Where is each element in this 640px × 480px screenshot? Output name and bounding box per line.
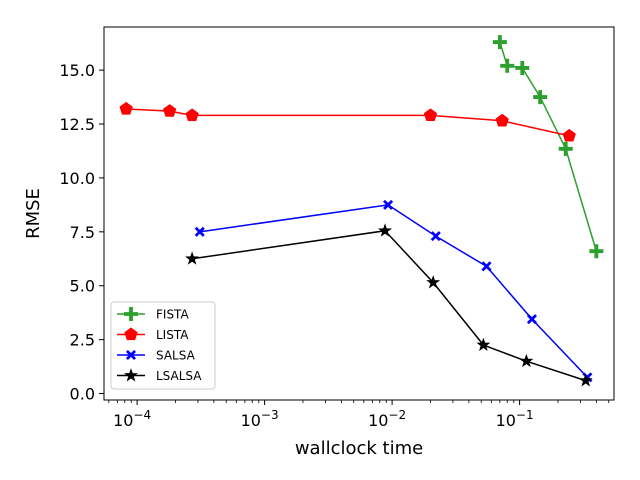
y-tick-label: 0.0 [70, 385, 95, 404]
data-point-lista [423, 108, 438, 122]
legend-marker-lista [124, 327, 138, 341]
data-point-salsa [430, 231, 441, 242]
data-point-lista [162, 104, 177, 117]
plot-frame [103, 26, 615, 401]
y-axis-label: RMSE [23, 188, 44, 239]
y-tick-label: 15.0 [59, 61, 95, 80]
legend-marker-lsalsa [124, 368, 138, 382]
series-salsa [194, 199, 593, 383]
data-point-fista [515, 60, 530, 75]
y-tick-label: 10.0 [59, 169, 95, 188]
y-tick-label: 2.5 [70, 331, 95, 350]
y-tick-label: 7.5 [70, 223, 95, 242]
x-tick-label: 10−3 [241, 408, 279, 430]
data-point-lista [185, 108, 199, 122]
x-tick-label: 10−4 [113, 408, 151, 430]
legend-label-lista: LISTA [156, 328, 189, 342]
x-axis: 10−4 10−3 10−2 10−1 [108, 400, 610, 430]
legend: FISTA LISTA SALSA LSALSA [110, 301, 216, 390]
data-point-fista [492, 35, 507, 50]
data-point-lsalsa [578, 373, 593, 387]
data-point-lista [562, 128, 576, 142]
data-point-fista [589, 244, 604, 259]
y-axis: 0.0 2.5 5.0 7.5 10.0 12.5 15.0 [59, 61, 104, 404]
series-fista [492, 35, 604, 259]
series-lsalsa [185, 223, 593, 387]
series-line-lista [126, 108, 570, 137]
legend-label-salsa: SALSA [156, 349, 196, 363]
legend-marker-salsa [125, 349, 137, 361]
x-axis-label: wallclock time [295, 438, 423, 459]
data-point-salsa [383, 199, 394, 210]
x-tick-label: 10−1 [496, 408, 534, 430]
series-line-salsa [199, 204, 588, 378]
data-point-lsalsa [185, 251, 200, 265]
data-point-lsalsa [476, 337, 491, 351]
data-point-salsa [481, 261, 492, 272]
legend-frame [110, 301, 216, 390]
y-tick-label: 12.5 [59, 115, 95, 134]
x-tick-label: 10−2 [368, 408, 406, 430]
data-point-lista [119, 101, 133, 115]
data-point-lista [495, 113, 509, 127]
data-point-salsa [526, 314, 537, 325]
series-layer [119, 35, 604, 387]
data-point-salsa [194, 226, 205, 237]
series-line-lsalsa [191, 229, 586, 382]
y-tick-label: 5.0 [70, 277, 95, 296]
series-lista [119, 101, 576, 142]
legend-label-fista: FISTA [156, 308, 189, 322]
data-point-lsalsa [378, 223, 393, 237]
data-point-fista [558, 141, 573, 156]
data-point-fista [533, 90, 548, 105]
data-point-lsalsa [519, 353, 534, 368]
data-point-lsalsa [426, 275, 441, 289]
data-point-fista [500, 58, 515, 73]
legend-marker-fista [124, 307, 138, 322]
legend-label-lsalsa: LSALSA [156, 369, 202, 383]
